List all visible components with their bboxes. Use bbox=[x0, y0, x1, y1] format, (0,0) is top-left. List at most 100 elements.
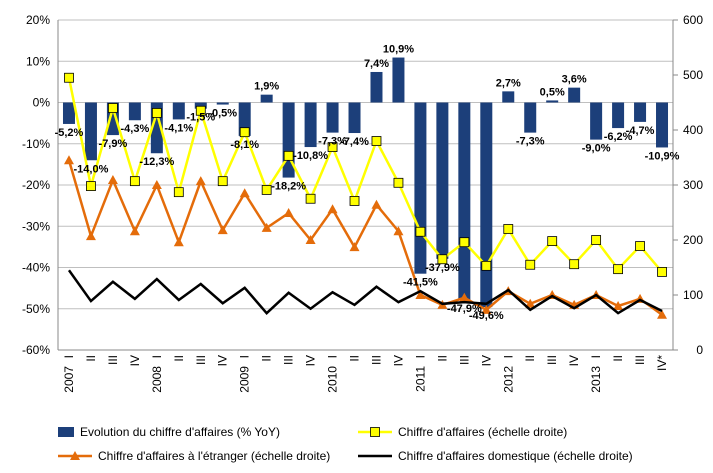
marker bbox=[635, 241, 645, 251]
x-tick-label: II bbox=[172, 355, 186, 362]
year-label: 2008 bbox=[150, 366, 164, 393]
y2-tick-label: 200 bbox=[683, 233, 703, 247]
data-label: 10,9% bbox=[383, 44, 414, 56]
x-tick-label: IV bbox=[567, 355, 581, 366]
y-tick-label: 10% bbox=[26, 54, 50, 68]
data-label: -18,2% bbox=[271, 181, 306, 193]
data-label: -41,5% bbox=[403, 277, 438, 289]
x-tick-label: II bbox=[435, 355, 449, 362]
marker bbox=[349, 196, 360, 206]
marker bbox=[64, 72, 74, 83]
bar bbox=[260, 94, 273, 103]
x-tick-label: IV bbox=[128, 355, 142, 366]
bar bbox=[502, 91, 515, 103]
marker bbox=[569, 259, 580, 270]
marker bbox=[129, 176, 140, 187]
data-label: -7,3% bbox=[318, 136, 347, 148]
data-label: -1,5% bbox=[186, 112, 215, 124]
y-tick-label: -40% bbox=[22, 261, 50, 275]
marker bbox=[591, 235, 602, 245]
marker bbox=[239, 188, 250, 198]
x-tick-label: IV bbox=[216, 355, 230, 366]
x-tick-label: IV* bbox=[655, 355, 669, 371]
bar bbox=[370, 71, 383, 103]
year-label: 2012 bbox=[501, 366, 515, 393]
x-tick-label: III bbox=[457, 355, 471, 365]
bar bbox=[612, 102, 625, 129]
data-label: 7,4% bbox=[364, 58, 389, 70]
legend-label: Evolution du chiffre d'affaires (% YoY) bbox=[80, 425, 280, 439]
marker bbox=[459, 292, 470, 302]
bar bbox=[128, 102, 141, 121]
year-label: 2011 bbox=[413, 366, 427, 392]
bar bbox=[216, 102, 229, 105]
data-label: -8,1% bbox=[230, 139, 259, 151]
marker bbox=[481, 304, 492, 314]
bar bbox=[326, 102, 339, 133]
x-tick-label: IV bbox=[479, 355, 493, 366]
bar bbox=[546, 100, 559, 103]
y-tick-label: 0% bbox=[33, 96, 51, 110]
marker bbox=[151, 108, 162, 118]
line bbox=[67, 159, 663, 316]
y-tick-label: -30% bbox=[22, 219, 50, 233]
x-tick-label: III bbox=[369, 355, 383, 365]
marker bbox=[547, 236, 558, 247]
data-label: 2,7% bbox=[496, 77, 521, 89]
data-label: -7,9% bbox=[99, 138, 128, 150]
marker bbox=[195, 105, 206, 116]
legend-label: Chiffre d'affaires domestique (échelle d… bbox=[398, 449, 633, 463]
x-tick-label: II bbox=[84, 355, 98, 362]
marker bbox=[657, 266, 667, 277]
marker bbox=[305, 193, 316, 204]
line bbox=[67, 77, 663, 273]
marker bbox=[217, 176, 228, 187]
x-tick-label: II bbox=[348, 355, 362, 362]
y-tick-label: -10% bbox=[22, 137, 50, 151]
x-tick-label: I bbox=[589, 355, 603, 358]
data-label: 1,9% bbox=[254, 81, 279, 93]
marker bbox=[107, 175, 118, 185]
marker bbox=[261, 185, 272, 195]
x-tick-label: II bbox=[523, 355, 537, 362]
marker bbox=[657, 309, 668, 319]
data-label: -7,3% bbox=[516, 136, 545, 148]
data-label: -0,5% bbox=[208, 108, 237, 120]
y-tick-label: -20% bbox=[22, 178, 50, 192]
marker bbox=[525, 298, 536, 308]
y2-tick-label: 300 bbox=[683, 178, 703, 192]
bar bbox=[458, 102, 471, 301]
bar bbox=[634, 102, 647, 122]
bar bbox=[348, 102, 361, 134]
bar bbox=[568, 87, 581, 103]
data-label: -5,2% bbox=[55, 127, 84, 139]
data-label: -10,8% bbox=[293, 150, 328, 162]
marker bbox=[151, 180, 162, 189]
data-label: -37,9% bbox=[425, 262, 460, 274]
marker bbox=[459, 237, 470, 248]
year-label: 2009 bbox=[238, 366, 252, 393]
y2-tick-label: 0 bbox=[696, 343, 703, 357]
legend-label: Chiffre d'affaires à l'étranger (échelle… bbox=[98, 449, 330, 463]
marker bbox=[437, 254, 448, 265]
marker bbox=[173, 237, 184, 247]
data-label: -10,9% bbox=[645, 150, 680, 162]
marker bbox=[349, 242, 360, 252]
marker bbox=[86, 181, 96, 192]
x-tick-label: I bbox=[238, 355, 252, 358]
x-tick-label: III bbox=[106, 355, 120, 365]
bar bbox=[62, 102, 75, 124]
x-tick-label: I bbox=[501, 355, 515, 358]
marker bbox=[393, 226, 404, 236]
x-tick-label: I bbox=[326, 355, 340, 358]
marker bbox=[481, 260, 492, 271]
bar bbox=[436, 102, 449, 259]
x-tick-label: III bbox=[633, 355, 647, 365]
marker bbox=[370, 427, 380, 437]
bar bbox=[524, 102, 537, 133]
bar bbox=[84, 102, 97, 161]
x-tick-label: I bbox=[150, 355, 164, 358]
marker bbox=[503, 224, 514, 234]
year-label: 2007 bbox=[62, 366, 76, 393]
